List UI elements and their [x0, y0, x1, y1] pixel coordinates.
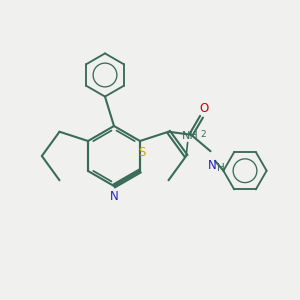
Text: S: S — [138, 146, 145, 159]
Text: H: H — [217, 163, 225, 172]
Text: N: N — [208, 159, 216, 172]
Text: N: N — [110, 190, 118, 203]
Text: NH: NH — [182, 131, 199, 141]
Text: O: O — [199, 102, 208, 115]
Text: 2: 2 — [200, 130, 206, 139]
